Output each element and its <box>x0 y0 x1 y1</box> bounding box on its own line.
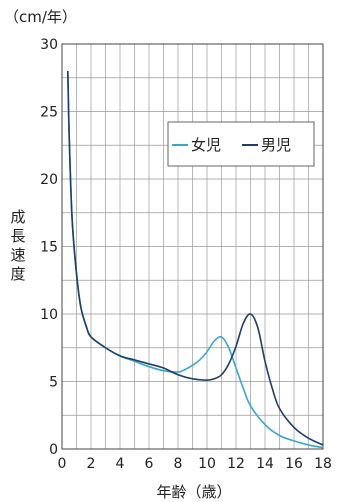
legend-label-boys: 男児 <box>261 136 291 154</box>
y-tick-label: 20 <box>40 172 58 188</box>
x-tick-label: 14 <box>256 456 274 472</box>
x-tick-label: 6 <box>145 456 154 472</box>
x-tick-label: 2 <box>87 456 96 472</box>
y-unit-label: （cm/年） <box>4 8 77 26</box>
x-tick-label: 8 <box>174 456 183 472</box>
plot-frame <box>61 43 324 450</box>
y-tick-labels: 0 5 10 15 20 25 30 <box>40 37 58 458</box>
legend: 女児 男児 <box>167 121 315 167</box>
x-tick-label: 12 <box>227 456 245 472</box>
legend-label-girls: 女児 <box>191 136 221 154</box>
y-tick-label: 25 <box>40 105 58 121</box>
x-tick-label: 10 <box>198 456 216 472</box>
x-tick-labels: 0 2 4 6 8 10 12 14 16 18 <box>58 456 332 472</box>
x-axis-label: 年齢（歳） <box>156 483 231 501</box>
x-tick-label: 18 <box>314 456 332 472</box>
x-tick-label: 4 <box>116 456 125 472</box>
y-tick-label: 30 <box>40 37 58 53</box>
y-tick-label: 0 <box>49 442 58 458</box>
x-tick-label: 0 <box>58 456 67 472</box>
y-axis-label-char: 長 <box>10 227 25 245</box>
y-axis-label-char: 度 <box>10 265 25 283</box>
y-axis-label-char: 速 <box>10 246 25 264</box>
y-tick-label: 15 <box>40 240 58 256</box>
y-axis-label-char: 成 <box>10 208 25 226</box>
y-tick-label: 10 <box>40 307 58 323</box>
series-layer <box>67 70 324 449</box>
x-tick-label: 16 <box>285 456 303 472</box>
legend-box <box>167 121 315 167</box>
series-line-boys <box>67 70 324 446</box>
chart-grid <box>61 43 324 450</box>
y-tick-label: 5 <box>49 375 58 391</box>
